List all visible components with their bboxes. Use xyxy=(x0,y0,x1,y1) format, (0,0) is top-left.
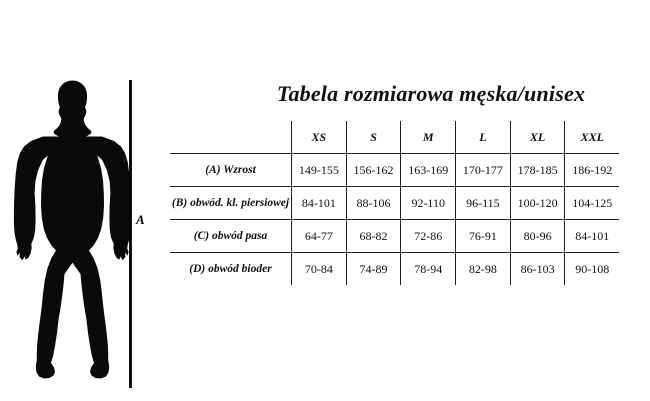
svg-text:A: A xyxy=(135,212,145,227)
